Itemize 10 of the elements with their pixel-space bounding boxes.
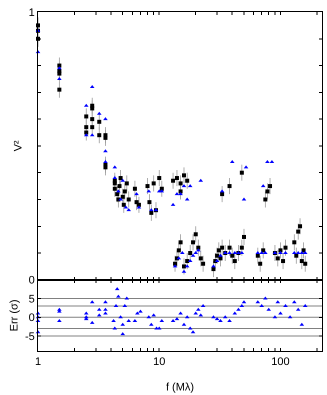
x-tick-label: 100 bbox=[271, 356, 290, 368]
y-tick-label: 5 bbox=[28, 293, 35, 306]
x-tick-label: 10 bbox=[153, 356, 166, 368]
y-tick-label: 1 bbox=[28, 6, 35, 19]
y-tick-label: 0 bbox=[28, 312, 35, 324]
x-axis-title: f (Mλ) bbox=[166, 381, 194, 394]
y-axis-title: Err (σ) bbox=[8, 299, 21, 332]
y-tick-label: -5 bbox=[25, 330, 35, 343]
y-axis-title: V² bbox=[12, 140, 24, 152]
y-tick-label: 0 bbox=[28, 274, 35, 287]
